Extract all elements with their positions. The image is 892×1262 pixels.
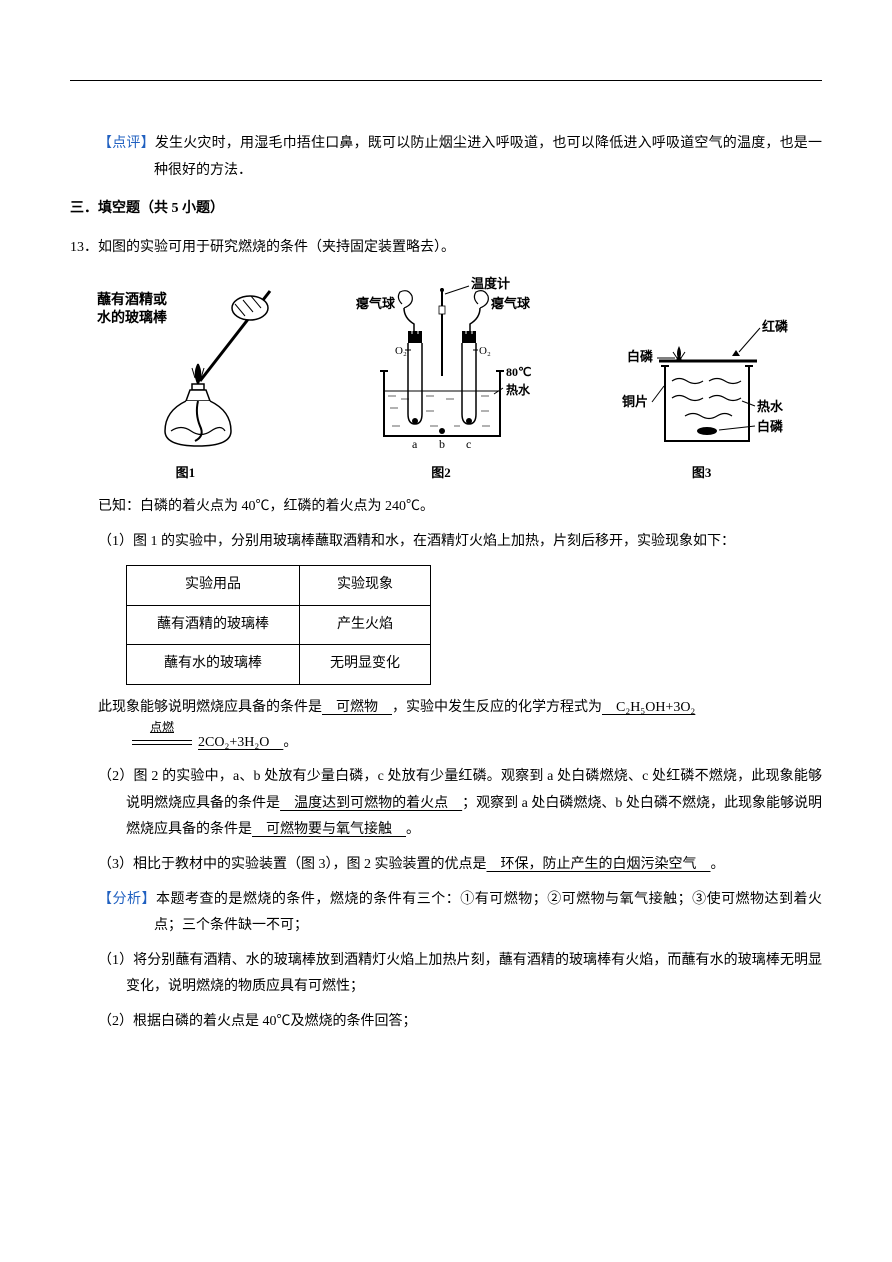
- fenxi-tag: 【分析】: [98, 892, 156, 907]
- d2-o2r: O₂: [479, 345, 491, 357]
- dianping-tag: 【点评】: [98, 136, 155, 151]
- d2-top: 温度计: [471, 276, 510, 291]
- p3-period: 。: [711, 857, 725, 872]
- dianping-text: 发生火灾时，用湿毛巾捂住口鼻，既可以防止烟尘进入呼吸道，也可以降低进入呼吸道空气…: [154, 136, 822, 178]
- d2-caption: 图2: [326, 461, 556, 486]
- th1: 实验用品: [127, 566, 300, 606]
- p1-qb: ，实验中发生反应的化学方程式为: [392, 700, 602, 715]
- diagram-2-svg: 温度计 瘪气球 瘪气球: [326, 276, 556, 456]
- th2: 实验现象: [300, 566, 431, 606]
- d1-caption: 图1: [95, 461, 275, 486]
- q13-p3: （3）相比于教材中的实验装置（图 3），图 2 实验装置的优点是 环保，防止产生…: [70, 852, 822, 879]
- d1-label2: 水的玻璃棒: [97, 309, 168, 326]
- section-3-title: 三．填空题（共 5 小题）: [70, 196, 822, 223]
- d3-caption: 图3: [607, 461, 797, 486]
- p1-qa: 此现象能够说明燃烧应具备的条件是: [98, 700, 322, 715]
- d2-a: a: [412, 437, 418, 451]
- fenxi-block: 【分析】本题考查的是燃烧的条件，燃烧的条件有三个：①有可燃物；②可燃物与氧气接触…: [70, 887, 822, 940]
- reaction-arrow: 点燃: [128, 730, 196, 757]
- d2-b: b: [439, 437, 445, 451]
- d2-ball-r: 瘪气球: [491, 296, 531, 311]
- d2-water: 热水: [506, 382, 531, 397]
- d3-red: 红磷: [762, 319, 789, 334]
- fenxi-text: 本题考查的是燃烧的条件，燃烧的条件有三个：①有可燃物；②可燃物与氧气接触；③使可…: [154, 892, 822, 934]
- p2-ans1: 温度达到可燃物的着火点: [280, 796, 462, 811]
- header-rule: [70, 80, 822, 81]
- p2-period: 。: [406, 822, 420, 837]
- diagram-2: 温度计 瘪气球 瘪气球: [326, 276, 556, 486]
- q13-known: 已知：白磷的着火点为 40℃，红磷的着火点为 240℃。: [70, 494, 822, 521]
- d2-c: c: [466, 437, 471, 451]
- q13-stem: 13．如图的实验可用于研究燃烧的条件（夹持固定装置略去）。: [70, 235, 822, 262]
- fenxi-p2: （2）根据白磷的着火点是 40℃及燃烧的条件回答；: [70, 1009, 822, 1036]
- q13-p1-intro: （1）图 1 的实验中，分别用玻璃棒蘸取酒精和水，在酒精灯火焰上加热，片刻后移开…: [70, 529, 822, 556]
- diagram-3: 红磷 白磷 铜片 热水 白磷: [607, 306, 797, 486]
- arrow-top: 点燃: [128, 716, 196, 739]
- q13-p2: （2）图 2 的实验中，a、b 处放有少量白磷，c 处放有少量红磷。观察到 a …: [70, 764, 822, 844]
- p3-ans: 环保，防止产生的白烟污染空气: [487, 857, 711, 872]
- r2c1: 蘸有水的玻璃棒: [127, 645, 300, 685]
- p1-period: 。: [283, 735, 297, 750]
- diagram-1-svg: 蘸有酒精或 水的玻璃棒: [95, 286, 275, 456]
- p1-ans1: 可燃物: [322, 700, 392, 715]
- d1-label1: 蘸有酒精或: [97, 291, 167, 308]
- d2-o2l: O₂: [395, 345, 407, 357]
- d3-water: 热水: [757, 399, 784, 414]
- diagram-1: 蘸有酒精或 水的玻璃棒: [95, 286, 275, 486]
- p3a: （3）相比于教材中的实验装置（图 3），图 2 实验装置的优点是: [98, 857, 487, 872]
- d2-ball-l: 瘪气球: [356, 296, 396, 311]
- r1c2: 产生火焰: [300, 605, 431, 645]
- d3-cu: 铜片: [621, 394, 648, 409]
- p1-ans2b: 2CO₂+3H₂O: [198, 735, 283, 750]
- dianping-block: 【点评】发生火灾时，用湿毛巾捂住口鼻，既可以防止烟尘进入呼吸道，也可以降低进入呼…: [126, 131, 822, 184]
- p2-ans2: 可燃物要与氧气接触: [252, 822, 406, 837]
- r2c2: 无明显变化: [300, 645, 431, 685]
- fenxi-p1: （1）将分别蘸有酒精、水的玻璃棒放到酒精灯火焰上加热片刻，蘸有酒精的玻璃棒有火焰…: [70, 948, 822, 1001]
- diagram-row: 蘸有酒精或 水的玻璃棒: [70, 276, 822, 486]
- diagram-3-svg: 红磷 白磷 铜片 热水 白磷: [607, 306, 797, 456]
- q13-table: 实验用品 实验现象 蘸有酒精的玻璃棒 产生火焰 蘸有水的玻璃棒 无明显变化: [126, 565, 431, 685]
- r1c1: 蘸有酒精的玻璃棒: [127, 605, 300, 645]
- p1-ans2a: C₂H₅OH+3O₂: [602, 700, 695, 715]
- d3-white2: 白磷: [757, 419, 784, 434]
- d2-temp: 80℃: [506, 365, 531, 379]
- q13-p1-eq2: 点燃 2CO₂+3H₂O 。: [70, 730, 822, 757]
- d3-white: 白磷: [627, 349, 654, 364]
